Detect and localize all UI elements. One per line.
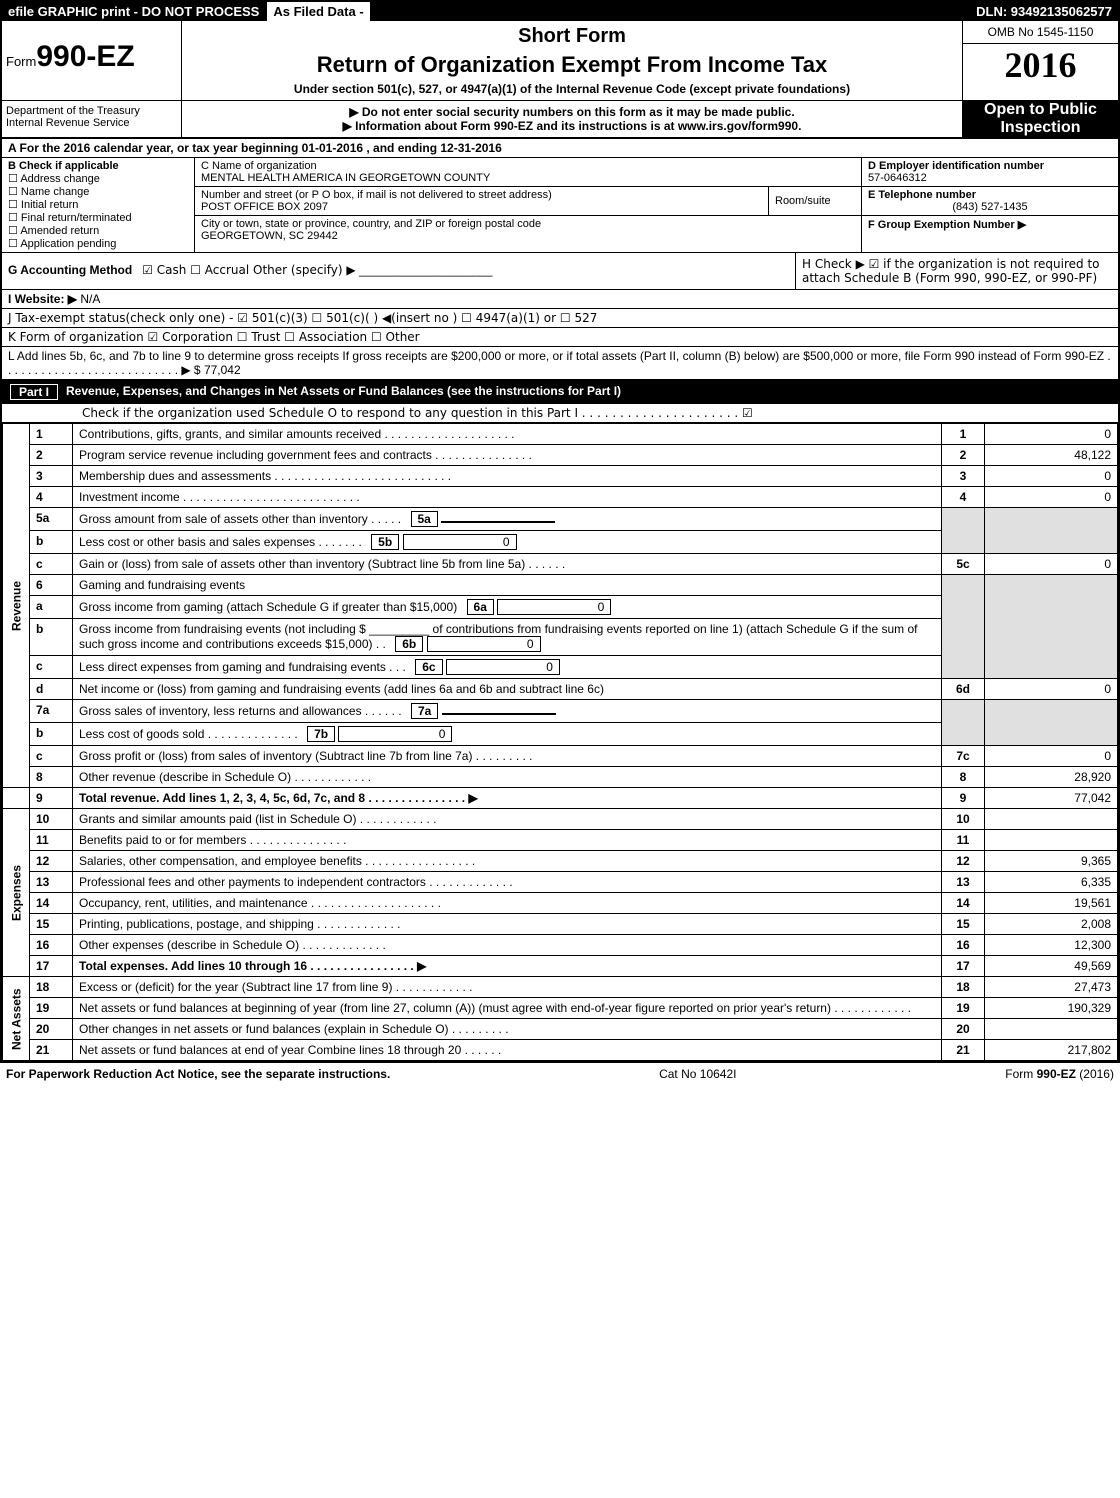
subtitle: Under section 501(c), 527, or 4947(a)(1)… <box>186 82 958 96</box>
c-name-label: C Name of organization <box>201 160 855 172</box>
section-a: A For the 2016 calendar year, or tax yea… <box>2 139 1118 158</box>
check-name[interactable]: ☐ Name change <box>8 185 188 198</box>
c-addr-label: Number and street (or P O box, if mail i… <box>201 189 552 201</box>
as-filed-label: As Filed Data - <box>265 2 369 21</box>
g-label: G Accounting Method <box>8 263 132 277</box>
footer-mid: Cat No 10642I <box>659 1067 736 1081</box>
title-cell: Short Form Return of Organization Exempt… <box>182 21 963 100</box>
year-label: 2016 <box>963 44 1118 86</box>
lines-table: Revenue 1 Contributions, gifts, grants, … <box>2 423 1118 1061</box>
section-j[interactable]: J Tax-exempt status(check only one) - ☑ … <box>2 309 1118 328</box>
efile-label: efile GRAPHIC print - DO NOT PROCESS <box>2 2 265 21</box>
warning-2: ▶ Information about Form 990-EZ and its … <box>186 119 958 133</box>
check-address[interactable]: ☐ Address change <box>8 172 188 185</box>
top-bar: efile GRAPHIC print - DO NOT PROCESS As … <box>2 2 1118 21</box>
check-final[interactable]: ☐ Final return/terminated <box>8 211 188 224</box>
side-revenue: Revenue <box>3 424 30 788</box>
right-header-cell: OMB No 1545-1150 2016 <box>963 21 1118 100</box>
d-value: 57-0646312 <box>868 172 1112 184</box>
c-addr: POST OFFICE BOX 2097 <box>201 201 328 213</box>
warning-row: Department of the Treasury Internal Reve… <box>2 101 1118 139</box>
e-label: E Telephone number <box>868 189 1112 201</box>
form-container: efile GRAPHIC print - DO NOT PROCESS As … <box>0 0 1120 1063</box>
footer-left: For Paperwork Reduction Act Notice, see … <box>6 1067 390 1081</box>
section-gh: G Accounting Method ☑ Cash ☐ Accrual Oth… <box>2 253 1118 290</box>
section-def: D Employer identification number 57-0646… <box>862 158 1118 252</box>
part1-tag: Part I <box>10 384 58 400</box>
section-e: E Telephone number (843) 527-1435 <box>862 187 1118 216</box>
e-value: (843) 527-1435 <box>868 201 1112 213</box>
footer: For Paperwork Reduction Act Notice, see … <box>0 1063 1120 1085</box>
open-public-2: Inspection <box>963 119 1118 137</box>
i-label: I Website: ▶ <box>8 292 77 306</box>
section-k[interactable]: K Form of organization ☑ Corporation ☐ T… <box>2 328 1118 347</box>
main-title: Return of Organization Exempt From Incom… <box>186 52 958 78</box>
check-amended[interactable]: ☐ Amended return <box>8 224 188 237</box>
dept-cell: Department of the Treasury Internal Reve… <box>2 101 182 137</box>
footer-right: Form 990-EZ (2016) <box>1005 1067 1114 1081</box>
dln-label: DLN: 93492135062577 <box>970 2 1118 21</box>
warning-1: ▶ Do not enter social security numbers o… <box>186 105 958 119</box>
side-expenses: Expenses <box>3 809 30 977</box>
part1-check[interactable]: Check if the organization used Schedule … <box>2 404 1118 423</box>
section-d: D Employer identification number 57-0646… <box>862 158 1118 187</box>
check-initial[interactable]: ☐ Initial return <box>8 198 188 211</box>
check-pending[interactable]: ☐ Application pending <box>8 237 188 250</box>
section-l: L Add lines 5b, 6c, and 7b to line 9 to … <box>2 347 1118 380</box>
h-text[interactable]: H Check ▶ ☑ if the organization is not r… <box>802 257 1100 285</box>
section-c: C Name of organization MENTAL HEALTH AME… <box>195 158 862 252</box>
section-g: G Accounting Method ☑ Cash ☐ Accrual Oth… <box>2 253 795 289</box>
open-public-box: Open to Public Inspection <box>963 101 1118 137</box>
section-i: I Website: ▶ N/A <box>2 290 1118 309</box>
dept-line2: Internal Revenue Service <box>6 117 177 129</box>
section-b: B Check if applicable ☐ Address change ☐… <box>2 158 195 252</box>
form-number: 990-EZ <box>36 40 134 73</box>
c-city: GEORGETOWN, SC 29442 <box>201 230 855 242</box>
open-public-1: Open to Public <box>963 101 1118 119</box>
f-label: F Group Exemption Number ▶ <box>868 219 1026 231</box>
form-prefix: Form <box>6 54 36 69</box>
room-suite-label: Room/suite <box>769 187 862 216</box>
i-value: N/A <box>80 292 100 306</box>
bcdef-block: B Check if applicable ☐ Address change ☐… <box>2 158 1118 253</box>
c-name: MENTAL HEALTH AMERICA IN GEORGETOWN COUN… <box>201 172 855 184</box>
section-h: H Check ▶ ☑ if the organization is not r… <box>795 253 1118 289</box>
c-city-label: City or town, state or province, country… <box>201 218 855 230</box>
warning-cell: ▶ Do not enter social security numbers o… <box>182 101 963 137</box>
form-number-cell: Form990-EZ <box>2 21 182 100</box>
section-f: F Group Exemption Number ▶ <box>862 216 1118 233</box>
omb-label: OMB No 1545-1150 <box>963 21 1118 44</box>
d-label: D Employer identification number <box>868 160 1112 172</box>
part1-header: Part I Revenue, Expenses, and Changes in… <box>2 380 1118 404</box>
side-netassets: Net Assets <box>3 977 30 1061</box>
dept-line1: Department of the Treasury <box>6 105 177 117</box>
header-grid: Form990-EZ Short Form Return of Organiza… <box>2 21 1118 101</box>
section-b-title: B Check if applicable <box>8 160 188 172</box>
part1-title: Revenue, Expenses, and Changes in Net As… <box>58 384 621 400</box>
g-options[interactable]: ☑ Cash ☐ Accrual Other (specify) ▶ <box>142 263 355 277</box>
short-form-label: Short Form <box>186 25 958 48</box>
